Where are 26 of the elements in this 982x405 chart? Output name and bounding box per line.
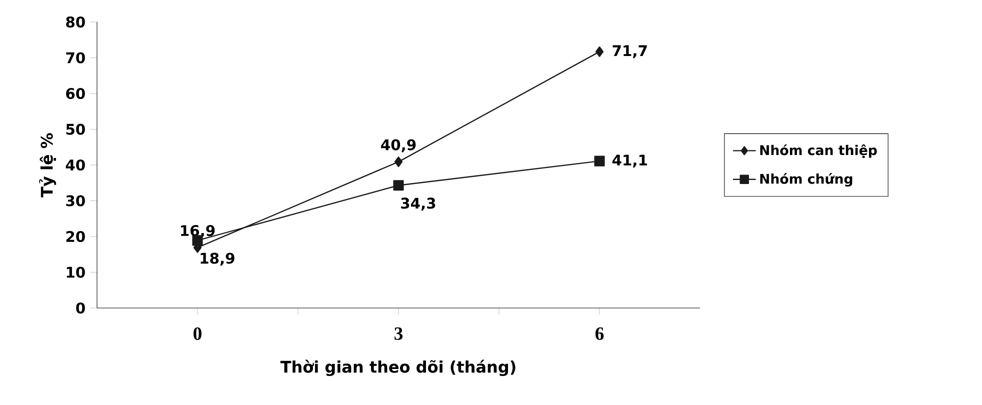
legend-label: Nhóm can thiệp <box>760 144 877 158</box>
x-tick-label: 3 <box>394 327 403 340</box>
point <box>394 156 403 168</box>
data-label: 34,3 <box>401 198 436 211</box>
data-label: 71,7 <box>612 45 647 58</box>
y-tick-label: 30 <box>66 195 85 206</box>
legend-label: Nhóm chứng <box>760 173 852 187</box>
y-tick-label: 60 <box>66 88 85 100</box>
y-tick-label: 50 <box>66 124 85 135</box>
data-label: 18,9 <box>200 252 234 266</box>
x-axis-title: Thời gian theo dõi (tháng) <box>280 360 516 376</box>
data-label: 40,9 <box>381 139 416 152</box>
y-tick-label: 10 <box>66 266 85 278</box>
point <box>595 46 604 57</box>
y-axis-title: Tỷ lệ % <box>39 133 56 198</box>
y-tick-label: 40 <box>66 159 85 171</box>
x-tick-label: 6 <box>595 327 604 340</box>
x-tick-label: 0 <box>194 327 202 340</box>
y-tick-label: 20 <box>66 230 85 242</box>
y-tick-label: 70 <box>66 52 85 64</box>
point <box>393 180 404 191</box>
data-label: 16,9 <box>181 225 215 238</box>
data-label: 41,1 <box>612 154 647 168</box>
y-tick-label: 80 <box>66 16 85 28</box>
point <box>594 156 605 166</box>
y-tick-label: 0 <box>76 302 85 314</box>
